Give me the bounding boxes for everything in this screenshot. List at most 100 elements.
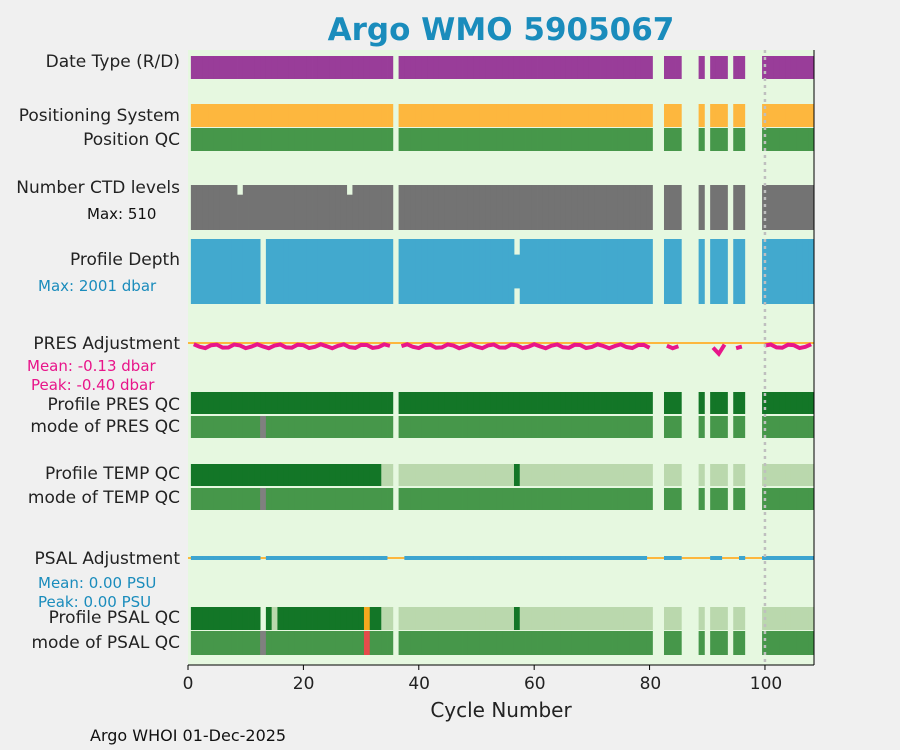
psal-adjustment-line: [790, 556, 798, 560]
profile-pres-qc-bar: [433, 392, 440, 414]
profile-temp-qc-bar: [779, 464, 786, 486]
mode-temp-qc-bar: [513, 488, 521, 510]
pres-adjustment-line: [400, 342, 651, 351]
positioning-bar: [513, 104, 521, 127]
date-type-bar: [265, 56, 273, 79]
mode-psal-qc-bar: [213, 631, 221, 655]
psal-adjustment-line: [473, 556, 480, 560]
position-qc-bar: [450, 128, 457, 151]
positioning-bar: [663, 104, 671, 127]
psal-adjustment-line: [225, 556, 232, 560]
profile-depth-bar: [531, 239, 538, 304]
mode-temp-qc-bar: [594, 488, 601, 510]
profile-depth-bar: [208, 239, 215, 304]
profile-depth-bar: [617, 239, 625, 304]
profile-psal-qc-bar: [600, 607, 607, 630]
mode-temp-qc-bar: [283, 488, 290, 510]
mode-psal-qc-bar: [698, 631, 705, 655]
position-qc-bar: [490, 128, 498, 151]
ctd-level-bar: [237, 194, 244, 230]
ctd-level-bar: [606, 185, 613, 230]
mode-temp-qc-bar: [208, 488, 215, 510]
profile-psal-qc-bar: [588, 607, 596, 630]
mode-temp-qc-bar: [508, 488, 515, 510]
mode-pres-qc-bar: [260, 416, 267, 438]
mode-pres-qc-bar: [629, 416, 636, 438]
profile-depth-bar: [277, 239, 284, 304]
ctd-level-bar: [190, 185, 198, 230]
profile-depth-bar: [612, 239, 619, 304]
position-qc-bar: [358, 128, 365, 151]
profile-temp-qc-bar: [548, 464, 555, 486]
profile-psal-qc-bar: [433, 607, 440, 630]
profile-psal-qc-bar: [294, 607, 301, 630]
position-qc-bar: [669, 128, 676, 151]
profile-psal-qc-bar: [410, 607, 417, 630]
psal-adjustment-line: [738, 556, 746, 560]
profile-psal-qc-bar: [629, 607, 636, 630]
mode-temp-qc-bar: [352, 488, 359, 510]
position-qc-bar: [537, 128, 544, 151]
position-qc-bar: [444, 128, 451, 151]
profile-temp-qc-bar: [306, 464, 313, 486]
profile-psal-qc-bar: [323, 607, 330, 630]
position-qc-bar: [387, 128, 394, 151]
mode-psal-qc-bar: [617, 631, 625, 655]
mode-pres-qc-bar: [335, 416, 342, 438]
mode-psal-qc-bar: [537, 631, 544, 655]
positioning-bar: [594, 104, 601, 127]
position-qc-bar: [369, 128, 376, 151]
psal-adjustment-line: [588, 556, 596, 560]
ctd-level-bar: [271, 185, 278, 230]
mode-psal-qc-bar: [675, 631, 682, 655]
position-qc-bar: [710, 128, 717, 151]
date-type-bar: [375, 56, 382, 79]
position-qc-bar: [513, 128, 521, 151]
position-qc-bar: [456, 128, 463, 151]
psal-adjustment-line: [202, 556, 209, 560]
profile-pres-qc-bar: [733, 392, 740, 414]
profile-psal-qc-bar: [490, 607, 498, 630]
positioning-bar: [450, 104, 457, 127]
profile-depth-bar: [802, 239, 809, 304]
mode-pres-qc-bar: [479, 416, 486, 438]
ctd-level-bar: [352, 185, 359, 230]
profile-temp-qc-bar: [738, 464, 746, 486]
profile-depth-bar: [421, 239, 428, 304]
mode-psal-qc-bar: [560, 631, 567, 655]
mode-pres-qc-bar: [785, 416, 792, 438]
mode-temp-qc-bar: [467, 488, 474, 510]
psal-adjustment-line: [329, 556, 336, 560]
profile-temp-qc-bar: [629, 464, 636, 486]
profile-psal-qc-bar: [790, 607, 798, 630]
profile-psal-qc-bar: [271, 607, 278, 630]
position-qc-bar: [588, 128, 596, 151]
profile-psal-qc-bar: [606, 607, 613, 630]
positioning-bar: [606, 104, 613, 127]
mode-pres-qc-bar: [531, 416, 538, 438]
mode-pres-qc-bar: [213, 416, 221, 438]
mode-psal-qc-bar: [623, 631, 630, 655]
mode-temp-qc-bar: [710, 488, 717, 510]
date-type-bar: [525, 56, 532, 79]
date-type-bar: [762, 56, 769, 79]
positioning-bar: [779, 104, 786, 127]
profile-depth-bar: [312, 239, 319, 304]
profile-pres-qc-bar: [283, 392, 290, 414]
positioning-bar: [785, 104, 792, 127]
profile-pres-qc-bar: [242, 392, 249, 414]
mode-psal-qc-bar: [640, 631, 648, 655]
mode-pres-qc-bar: [248, 416, 255, 438]
mode-temp-qc-bar: [237, 488, 244, 510]
profile-temp-qc-bar: [346, 464, 353, 486]
psal-adjustment-line: [565, 556, 573, 560]
mode-psal-qc-bar: [796, 631, 803, 655]
profile-psal-qc-bar: [715, 607, 723, 630]
ctd-level-bar: [542, 185, 549, 230]
positioning-bar: [577, 104, 584, 127]
ctd-level-bar: [583, 185, 590, 230]
date-type-bar: [456, 56, 463, 79]
date-type-bar: [317, 56, 324, 79]
profile-psal-qc-bar: [796, 607, 803, 630]
profile-depth-bar: [410, 239, 417, 304]
